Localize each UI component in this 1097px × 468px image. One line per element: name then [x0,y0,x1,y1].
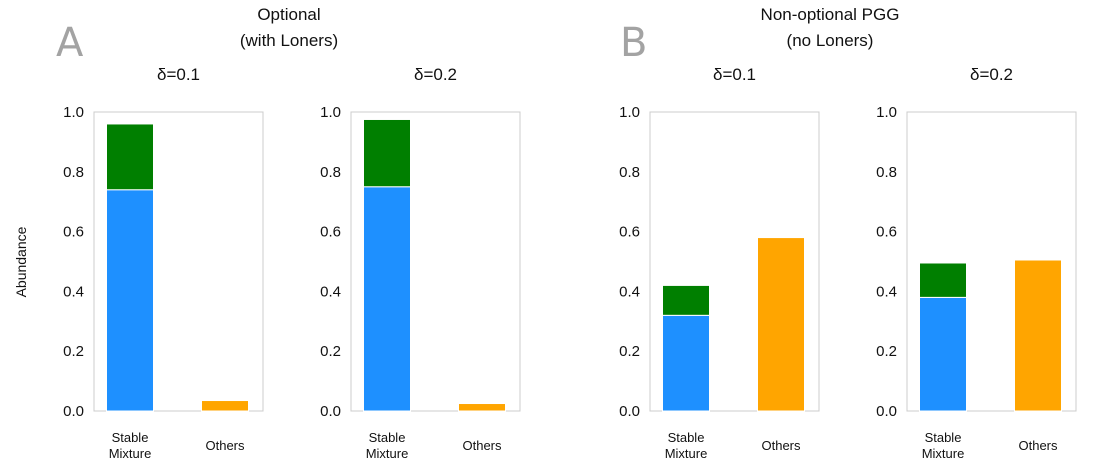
plot-frame [649,111,820,412]
y-tick-label: 0.8 [320,164,341,181]
y-tick-label: 1.0 [876,104,897,121]
plot-frame [350,111,521,412]
subplot-4: δ=0.2 0.0 0.2 0.4 0.6 0.8 1.0 Stable Mixture Othe… [876,65,1077,461]
y-tick-label: 1.0 [63,104,84,121]
y-tick-label: 0.2 [619,343,640,360]
y-tick-label: 0.6 [320,224,341,241]
bar-segment [662,284,710,316]
x-tick-label: Others [1018,438,1058,453]
y-tick-label: 0.6 [63,224,84,241]
y-tick-label: 0.2 [320,343,341,360]
x-tick-label: Stable Mixture [665,430,708,461]
subplots: δ=0.1 0.0 0.2 0.4 0.6 0.8 1.0 Stable Mixture Othe… [63,65,1077,461]
bar-segment [106,123,154,191]
x-tick-label: Stable Mixture [109,430,152,461]
subplot-title: δ=0.1 [157,65,200,84]
panel-letter-b: B [620,20,647,66]
bar-segment [106,189,154,412]
y-tick-label: 0.6 [619,224,640,241]
x-tick-label: Others [205,438,245,453]
y-tick-label: 0.8 [619,164,640,181]
x-tick-label: Others [462,438,502,453]
group-b-title-line-1: Non-optional PGG [761,5,900,24]
y-tick-label: 0.0 [63,403,84,420]
group-a-title-line-2: (with Loners) [240,31,338,50]
bar-segment [919,296,967,412]
bar-segment [458,403,506,412]
subplot-3: δ=0.1 0.0 0.2 0.4 0.6 0.8 1.0 Stable Mixture Othe… [619,65,820,461]
y-axis-label: Abundance [13,226,29,297]
x-tick-label: Stable Mixture [922,430,965,461]
bar-segment [919,262,967,298]
bar-segment [662,314,710,412]
x-tick-label: Others [761,438,801,453]
group-b-title-line-2: (no Loners) [787,31,874,50]
group-a-title-line-1: Optional [257,5,320,24]
subplot-title: δ=0.2 [970,65,1013,84]
subplot-title: δ=0.2 [414,65,457,84]
y-tick-label: 0.4 [320,283,341,300]
bar-segment [363,118,411,188]
x-tick-label: Stable Mixture [366,430,409,461]
bar-segment [757,237,805,412]
y-tick-label: 0.4 [619,283,640,300]
y-tick-label: 0.0 [619,403,640,420]
bar-segment [201,400,249,412]
subplot-title: δ=0.1 [713,65,756,84]
panel-letter-a: A [56,20,84,66]
subplot-2: δ=0.2 0.0 0.2 0.4 0.6 0.8 1.0 Stable Mixture Othe… [320,65,521,461]
plot-frame [93,111,264,412]
y-tick-label: 0.8 [63,164,84,181]
plot-frame [906,111,1077,412]
subplot-1: δ=0.1 0.0 0.2 0.4 0.6 0.8 1.0 Stable Mixture Othe… [63,65,264,461]
y-tick-label: 0.4 [876,283,897,300]
y-tick-label: 0.0 [320,403,341,420]
y-tick-label: 0.8 [876,164,897,181]
y-tick-label: 0.2 [63,343,84,360]
y-tick-label: 0.4 [63,283,84,300]
bar-segment [1014,259,1062,412]
y-tick-label: 0.6 [876,224,897,241]
y-tick-label: 1.0 [320,104,341,121]
y-tick-label: 0.2 [876,343,897,360]
y-tick-label: 1.0 [619,104,640,121]
y-tick-label: 0.0 [876,403,897,420]
bar-segment [363,186,411,412]
